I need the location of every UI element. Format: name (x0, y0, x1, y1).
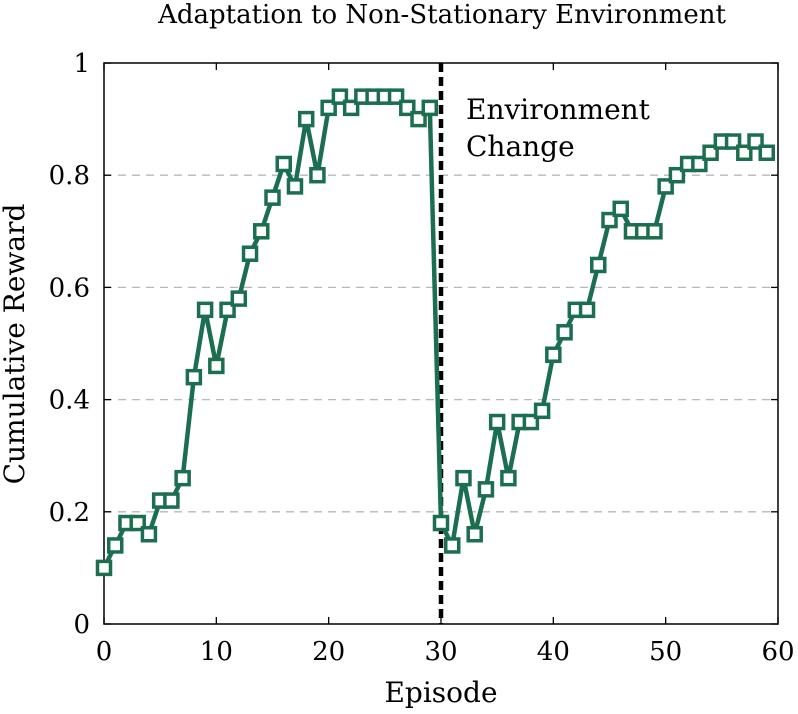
y-tick-label: 1 (73, 49, 90, 79)
data-point-marker (758, 144, 776, 162)
data-point-marker (286, 178, 304, 195)
series-reward (95, 88, 776, 577)
y-axis-label: Cumulative Reward (0, 204, 31, 485)
data-point-marker (443, 537, 461, 554)
data-point-marker (432, 514, 450, 532)
data-point-marker (612, 200, 629, 218)
x-tick-label: 30 (424, 637, 457, 667)
data-point-marker (297, 110, 315, 128)
data-point-marker (646, 223, 663, 240)
data-point-marker (95, 559, 113, 577)
data-point-marker (196, 301, 214, 319)
y-tick-label: 0.2 (49, 498, 90, 528)
data-point-marker (253, 223, 270, 240)
y-tick-label: 0.6 (49, 273, 90, 303)
series-line (101, 94, 769, 569)
data-point-marker (455, 469, 472, 487)
x-tick-label: 10 (200, 637, 233, 667)
x-tick-label: 0 (96, 637, 113, 667)
data-point-marker (241, 245, 259, 262)
x-axis-label: Episode (384, 676, 497, 709)
data-point-marker (488, 413, 506, 431)
x-tick-label: 40 (537, 637, 570, 667)
data-point-marker (230, 290, 248, 307)
data-point-marker (208, 357, 225, 375)
data-point-marker (556, 324, 573, 341)
axis-ticks: 0 10 20 30 40 50 60 0 0.2 0.4 0.6 0.8 1 (49, 49, 795, 667)
y-tick-label: 0.8 (49, 161, 90, 191)
x-tick-label: 60 (761, 637, 794, 667)
data-point-marker (500, 469, 517, 487)
data-point-marker (590, 256, 607, 274)
x-tick-label: 20 (312, 637, 345, 667)
environment-change-annotation: Environment Change (466, 93, 651, 163)
data-point-marker (578, 301, 596, 319)
data-point-marker (275, 155, 292, 173)
data-point-marker (106, 537, 124, 554)
y-tick-label: 0 (73, 610, 90, 640)
data-point-marker (174, 469, 191, 487)
data-point-marker (545, 346, 562, 363)
y-tick-label: 0.4 (49, 386, 90, 416)
data-point-marker (477, 481, 495, 498)
data-point-marker (140, 525, 158, 543)
data-point-marker (533, 402, 551, 420)
data-point-marker (264, 189, 281, 206)
data-point-marker (466, 525, 483, 543)
data-point-marker (163, 492, 180, 509)
annotation-line-1: Environment (466, 93, 651, 126)
data-point-marker (421, 99, 439, 117)
chart-title: Adaptation to Non-Stationary Environment (157, 0, 726, 30)
data-point-marker (309, 166, 326, 184)
x-tick-label: 50 (649, 637, 682, 667)
annotation-line-2: Change (466, 130, 575, 163)
data-point-marker (185, 368, 203, 386)
